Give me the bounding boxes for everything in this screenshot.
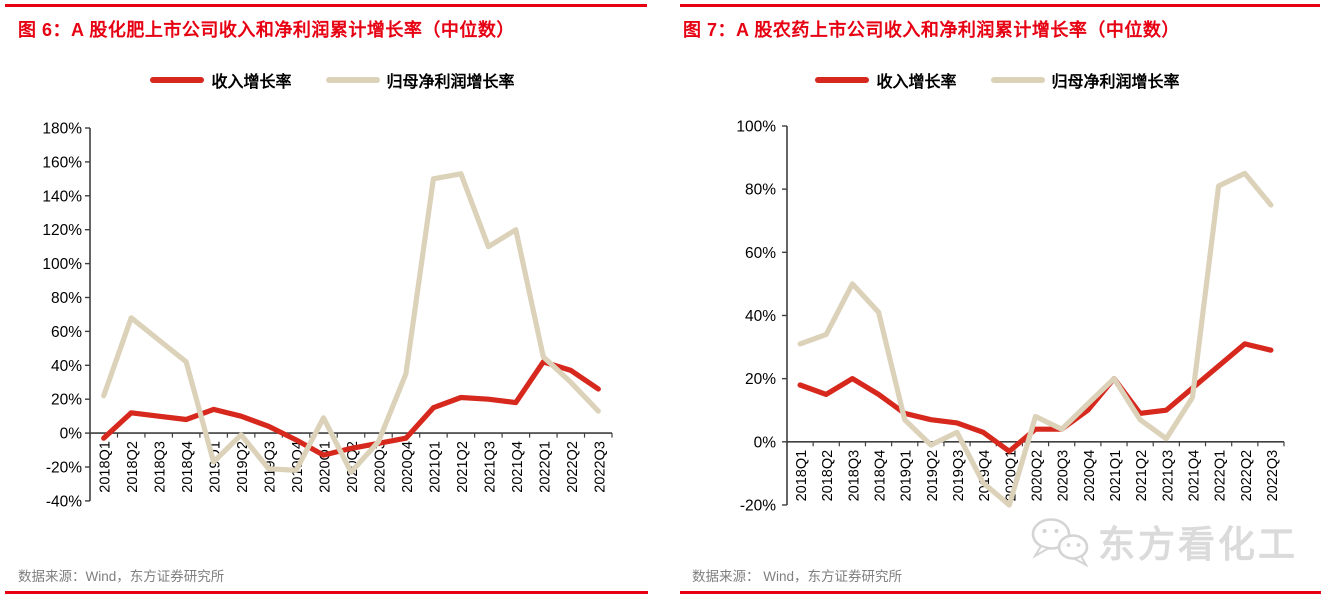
figure-7-legend: 收入增长率 归母净利润增长率 bbox=[665, 68, 1330, 92]
series-收入增长率 bbox=[797, 341, 1274, 454]
legend-item-profit: 归母净利润增长率 bbox=[990, 68, 1180, 92]
y-tick-label: 160% bbox=[42, 154, 82, 171]
x-category-label: 2022Q1 bbox=[537, 441, 553, 493]
figure-7-title: 图 7：A 股农药上市公司收入和净利润累计增长率（中位数） bbox=[683, 20, 1180, 40]
x-category-label: 2018Q4 bbox=[873, 450, 889, 502]
x-category-label: 2018Q1 bbox=[794, 450, 810, 502]
legend-item-profit: 归母净利润增长率 bbox=[325, 68, 515, 92]
x-category-label: 2021Q4 bbox=[510, 441, 526, 493]
bottom-rule bbox=[5, 591, 648, 594]
x-category-label: 2019Q2 bbox=[235, 441, 251, 493]
x-category-label: 2018Q2 bbox=[125, 441, 141, 493]
y-tick-label: -20% bbox=[46, 460, 82, 477]
x-category-label: 2020Q3 bbox=[372, 441, 388, 493]
y-tick-label: 80% bbox=[51, 290, 82, 307]
profit-line-swatch bbox=[990, 77, 1045, 83]
y-tick-label: 120% bbox=[42, 222, 82, 239]
x-category-label: 2022Q3 bbox=[592, 441, 608, 493]
series-收入增长率 bbox=[101, 359, 601, 458]
y-tick-label: 60% bbox=[745, 245, 776, 262]
y-tick-label: 140% bbox=[42, 188, 82, 205]
legend-label: 归母净利润增长率 bbox=[386, 74, 515, 91]
legend-label: 收入增长率 bbox=[876, 74, 957, 91]
y-tick-label: 60% bbox=[51, 324, 82, 341]
x-category-label: 2021Q2 bbox=[455, 441, 471, 493]
x-category-label: 2021Q1 bbox=[427, 441, 443, 493]
x-category-label: 2018Q2 bbox=[820, 450, 836, 502]
bottom-rule bbox=[680, 591, 1321, 594]
x-category-label: 2021Q2 bbox=[1134, 450, 1150, 502]
figure-6-panel: 图 6：A 股化肥上市公司收入和净利润累计增长率（中位数） 收入增长率 归母净利… bbox=[0, 4, 665, 594]
series-归母净利润增长率 bbox=[797, 170, 1274, 508]
revenue-line-swatch bbox=[815, 77, 870, 83]
x-category-label: 2022Q2 bbox=[565, 441, 581, 493]
x-category-label: 2021Q3 bbox=[482, 441, 498, 493]
figure-6-title: 图 6：A 股化肥上市公司收入和净利润累计增长率（中位数） bbox=[18, 20, 515, 40]
legend-item-revenue: 收入增长率 bbox=[150, 68, 292, 92]
figure-7-panel: 图 7：A 股农药上市公司收入和净利润累计增长率（中位数） 收入增长率 归母净利… bbox=[665, 0, 1330, 600]
x-category-label: 2021Q1 bbox=[1108, 450, 1124, 502]
top-rule bbox=[5, 4, 647, 7]
top-rule bbox=[680, 4, 1320, 7]
revenue-line-swatch bbox=[150, 77, 205, 83]
figure-6-source: 数据来源：Wind，东方证券研究所 bbox=[18, 569, 225, 584]
y-tick-label: 0% bbox=[60, 426, 83, 443]
y-tick-label: 40% bbox=[745, 308, 776, 325]
y-tick-label: -20% bbox=[740, 497, 776, 514]
profit-line-swatch bbox=[325, 77, 380, 83]
y-tick-label: 180% bbox=[42, 121, 82, 138]
figure-6-line-chart: -40% -20% 0% 20% 40% 60% 80% 100% 120% 140% 160% 18… bbox=[42, 121, 613, 510]
legend-label: 归母净利润增长率 bbox=[1051, 74, 1180, 91]
x-category-label: 2020Q4 bbox=[400, 441, 416, 493]
x-category-label: 2022Q2 bbox=[1239, 450, 1255, 502]
x-category-label: 2018Q3 bbox=[153, 441, 169, 493]
x-category-label: 2019Q1 bbox=[899, 450, 915, 502]
x-category-label: 2020Q1 bbox=[318, 441, 334, 493]
y-tick-label: 100% bbox=[42, 256, 82, 273]
figure-6-legend: 收入增长率 归母净利润增长率 bbox=[0, 68, 665, 92]
series-归母净利润增长率 bbox=[101, 171, 601, 475]
y-tick-label: 100% bbox=[736, 119, 776, 136]
figure-7-line-chart: -20% 0% 20% 40% 60% 80% 100% 2018Q1 2018Q2 2018Q3… bbox=[736, 119, 1285, 514]
x-category-label: 2018Q1 bbox=[98, 441, 114, 493]
x-category-label: 2018Q3 bbox=[846, 450, 862, 502]
x-category-label: 2019Q2 bbox=[925, 450, 941, 502]
y-tick-label: 20% bbox=[51, 392, 82, 409]
y-tick-label: 0% bbox=[754, 434, 777, 451]
x-category-label: 2019Q3 bbox=[951, 450, 967, 502]
x-category-label: 2020Q2 bbox=[1030, 450, 1046, 502]
legend-item-revenue: 收入增长率 bbox=[815, 68, 957, 92]
x-category-label: 2021Q4 bbox=[1186, 450, 1202, 502]
x-category-label: 2018Q4 bbox=[180, 441, 196, 493]
x-category-label: 2022Q3 bbox=[1265, 450, 1281, 502]
figure-7-source: 数据来源： Wind，东方证券研究所 bbox=[692, 569, 903, 584]
x-category-label: 2020Q4 bbox=[1082, 450, 1098, 502]
y-tick-label: 80% bbox=[745, 182, 776, 199]
x-category-label: 2022Q1 bbox=[1213, 450, 1229, 502]
y-tick-label: 40% bbox=[51, 358, 82, 375]
y-tick-label: 20% bbox=[745, 371, 776, 388]
x-category-label: 2020Q3 bbox=[1056, 450, 1072, 502]
legend-label: 收入增长率 bbox=[211, 74, 292, 91]
y-tick-label: -40% bbox=[46, 493, 82, 510]
x-category-label: 2021Q3 bbox=[1160, 450, 1176, 502]
